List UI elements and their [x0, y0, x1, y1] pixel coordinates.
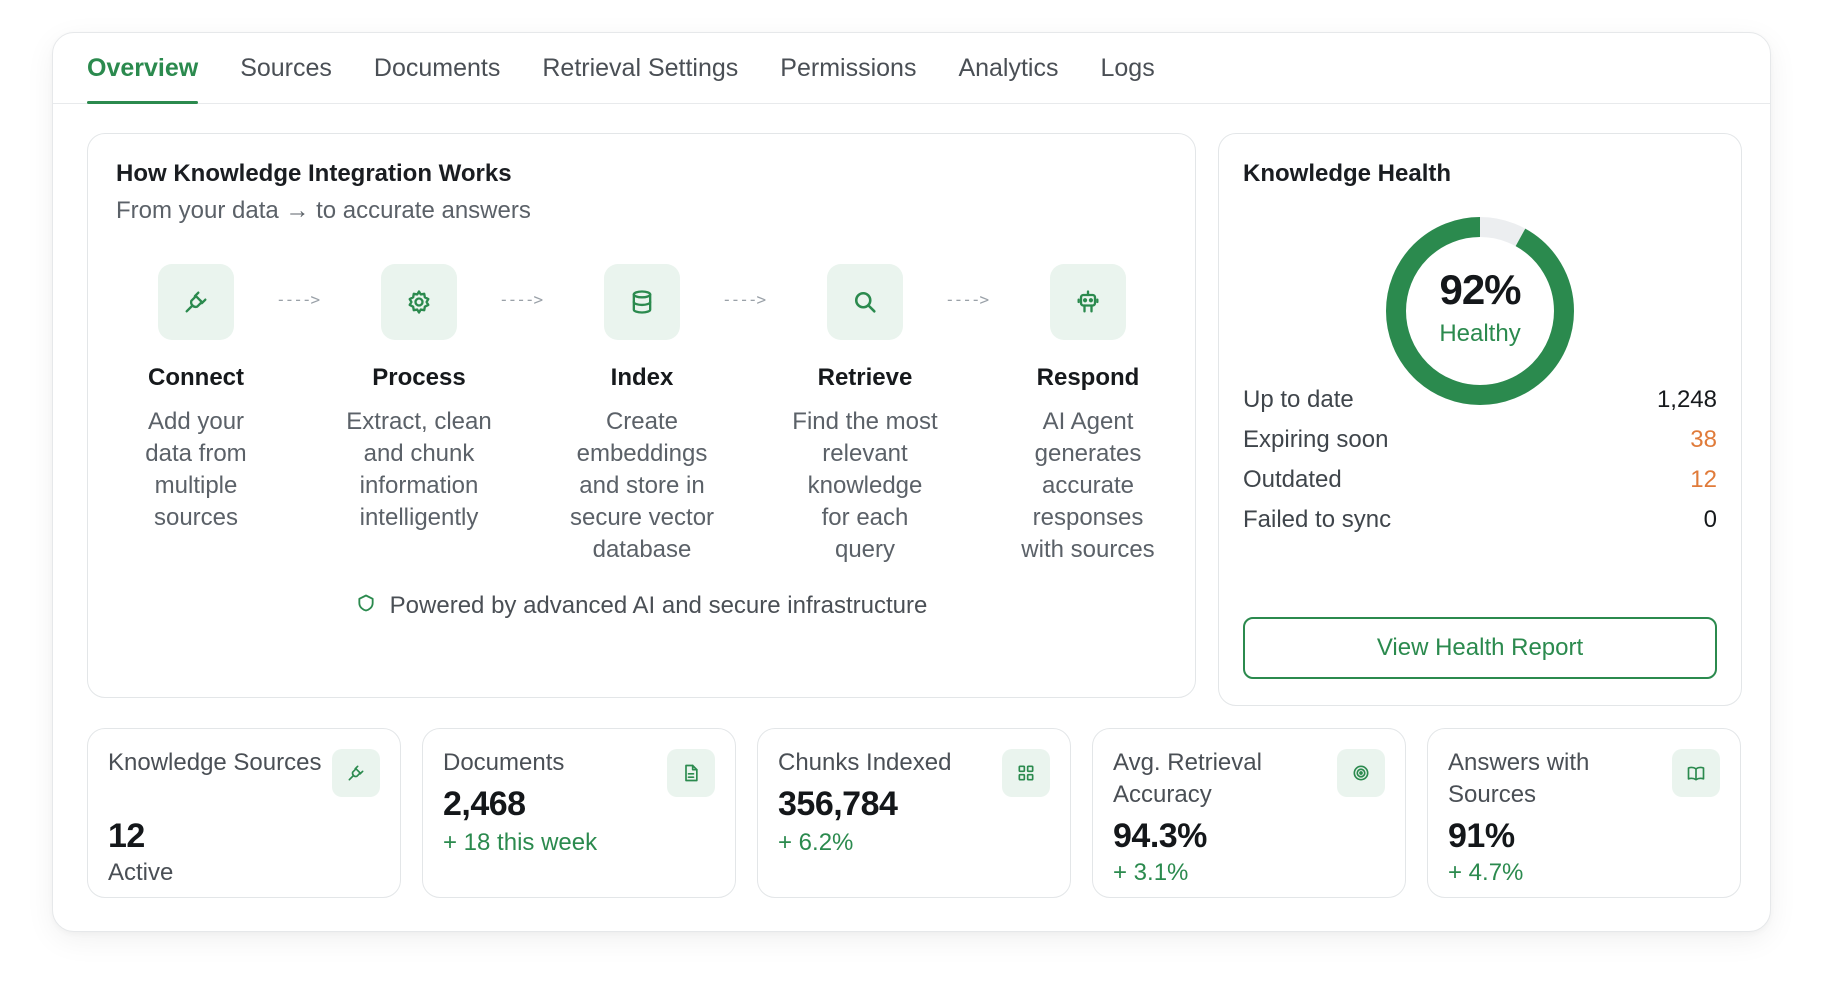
stat-note: Active — [108, 859, 174, 886]
stat-note: + 4.7% — [1448, 859, 1524, 886]
stat-note: + 18 this week — [443, 829, 598, 856]
step-connect: Connect Add your data from multiple sources — [96, 264, 296, 534]
powered-by-note: Powered by advanced AI and secure infras… — [88, 592, 1195, 620]
tab-documents[interactable]: Documents — [373, 53, 501, 82]
step-retrieve: Retrieve Find the most relevant knowledge f… — [765, 264, 965, 566]
donut-arc — [1386, 217, 1574, 405]
search-icon — [827, 264, 903, 340]
health-row-failed-to-sync: Failed to sync 0 — [1243, 506, 1717, 533]
stat-card-avg-retrieval-accuracy: Avg. Retrieval Accuracy 94.3% + 3.1% — [1092, 728, 1406, 898]
how-it-works-subtitle: From your data → to accurate answers — [116, 197, 531, 224]
health-status: Healthy — [1439, 320, 1521, 347]
grid-icon — [1002, 749, 1050, 797]
document-icon — [667, 749, 715, 797]
plug-icon — [332, 749, 380, 797]
robot-icon — [1050, 264, 1126, 340]
step-name: Connect — [148, 364, 244, 391]
flow-arrow: ----> — [276, 290, 320, 309]
tab-retrieval-settings[interactable]: Retrieval Settings — [542, 53, 739, 82]
view-health-report-button[interactable]: View Health Report — [1243, 617, 1717, 679]
how-it-works-card: How Knowledge Integration Works From you… — [87, 133, 1196, 698]
tab-sources[interactable]: Sources — [240, 53, 332, 82]
step-index: Index Create embeddings and store in secure… — [542, 264, 742, 566]
health-row-expiring-soon: Expiring soon 38 — [1243, 426, 1717, 453]
step-name: Retrieve — [817, 364, 913, 391]
tab-analytics[interactable]: Analytics — [958, 53, 1059, 82]
tab-permissions[interactable]: Permissions — [780, 53, 917, 82]
health-percent: 92% — [1439, 266, 1521, 313]
target-icon — [1337, 749, 1385, 797]
stat-label: Documents — [443, 749, 565, 776]
step-process: Process Extract, clean and chunk informati… — [319, 264, 519, 534]
health-donut: 92% Healthy — [1385, 216, 1575, 406]
health-row-outdated: Outdated 12 — [1243, 466, 1717, 493]
stat-note: + 6.2% — [778, 829, 854, 856]
step-description: Find the most relevant knowledge for each qu… — [792, 408, 938, 563]
tab-logs[interactable]: Logs — [1100, 53, 1155, 82]
knowledge-health-card: Knowledge Health 92% Healthy Up to date 1… — [1218, 133, 1742, 706]
step-respond: Respond AI Agent generates accurate respons… — [988, 264, 1188, 566]
gear-icon — [381, 264, 457, 340]
stat-value: 12 — [108, 817, 145, 855]
health-row-up-to-date: Up to date 1,248 — [1243, 386, 1717, 413]
stat-value: 91% — [1448, 817, 1515, 855]
flow-arrow: ----> — [945, 290, 989, 309]
step-description: Create embeddings and store in secure vecto… — [569, 408, 715, 563]
shield-icon — [356, 592, 376, 620]
stat-label: Knowledge Sources — [108, 749, 322, 776]
tab-overview[interactable]: Overview — [87, 33, 199, 104]
stat-value: 356,784 — [778, 785, 898, 823]
stat-card-knowledge-sources: Knowledge Sources 12 Active — [87, 728, 401, 898]
powered-by-text: Powered by advanced AI and secure infras… — [389, 592, 928, 619]
stat-label: Chunks Indexed — [778, 749, 952, 776]
step-description: AI Agent generates accurate responses with s… — [1021, 408, 1155, 563]
stat-note: + 3.1% — [1113, 859, 1189, 886]
tab-bar: Overview Sources Documents Retrieval Set… — [53, 33, 1770, 104]
step-name: Process — [372, 364, 466, 391]
step-description: Extract, clean and chunk information intell… — [346, 408, 492, 531]
how-it-works-title: How Knowledge Integration Works — [116, 160, 512, 187]
book-icon — [1672, 749, 1720, 797]
stat-card-answers-with-sources: Answers with Sources 91% + 4.7% — [1427, 728, 1741, 898]
step-name: Index — [610, 364, 674, 391]
step-name: Respond — [1036, 364, 1140, 391]
database-icon — [604, 264, 680, 340]
stat-value: 2,468 — [443, 785, 526, 823]
stat-value: 94.3% — [1113, 817, 1207, 855]
stat-label: Avg. Retrieval Accuracy — [1113, 749, 1262, 808]
knowledge-panel: Overview Sources Documents Retrieval Set… — [52, 32, 1771, 932]
stat-card-chunks-indexed: Chunks Indexed 356,784 + 6.2% — [757, 728, 1071, 898]
stat-card-documents: Documents 2,468 + 18 this week — [422, 728, 736, 898]
flow-arrow: ----> — [722, 290, 766, 309]
step-description: Add your data from multiple sources — [145, 408, 247, 531]
knowledge-health-title: Knowledge Health — [1243, 160, 1452, 187]
stat-label: Answers with Sources — [1448, 749, 1590, 808]
flow-arrow: ----> — [499, 290, 543, 309]
plug-icon — [158, 264, 234, 340]
pipeline-steps: Connect Add your data from multiple sources… — [88, 264, 1195, 564]
